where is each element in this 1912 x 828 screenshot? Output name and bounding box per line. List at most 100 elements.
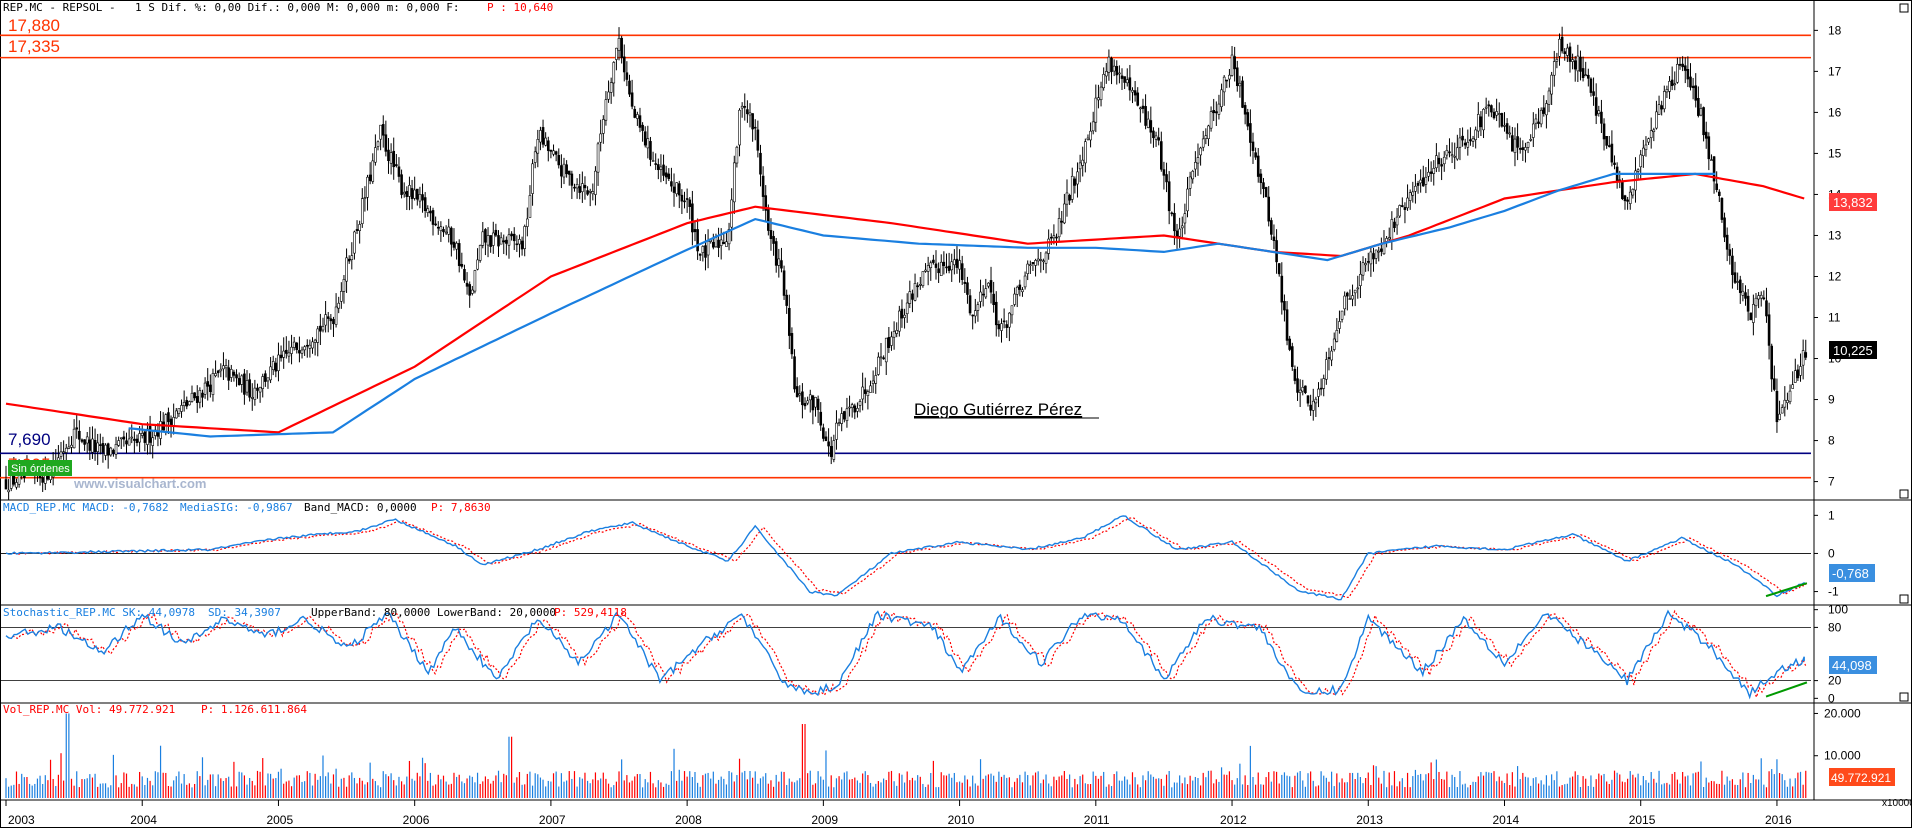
candle-body [1589,78,1593,93]
candle-body [932,259,935,263]
candle-body [1005,324,1009,328]
candle-body [1424,176,1428,185]
candle-body [460,263,464,267]
candle-body [1773,378,1776,390]
candle-body [1754,297,1758,307]
candle-body [1563,51,1567,54]
candle-body [950,261,954,271]
candle-body [641,124,644,131]
candle-body [539,130,542,143]
candle-body [463,269,466,281]
candle-body [612,62,616,84]
candle-body [185,400,189,407]
candle-body [1097,97,1100,101]
candle-body [1238,82,1242,87]
candle-body [1566,47,1569,56]
candle-body [1330,350,1333,361]
candle-body [879,356,883,359]
candle-body [360,198,364,224]
candle-body [457,243,461,266]
stoch-title-b: SD: 34,3907 [208,606,281,619]
candle-body [99,444,102,446]
candle-body [1463,142,1467,146]
candle-body [1503,125,1506,127]
candle-body [607,91,610,100]
candle-body [248,379,251,398]
vol-tag: 49.772.921 [1831,771,1891,785]
macd-tag-bg [1829,564,1875,582]
candle-body [976,304,980,311]
candle-body [790,333,794,355]
candle-body [649,141,652,160]
candle-body [848,406,851,409]
candle-body [439,226,443,231]
panel-close-icon [1899,3,1909,13]
candle-body [1662,91,1666,110]
watermark: www.visualchart.com [73,476,206,491]
candle-body [1552,61,1556,76]
stoch-tag-bg [1829,656,1877,674]
candle-body [900,308,904,319]
candle-body [1280,275,1284,303]
candle-body [1718,191,1721,196]
candle-body [497,235,500,247]
candle-body [334,306,338,325]
candle-body [1254,152,1257,158]
candle-body [698,253,702,256]
candle-body [1749,312,1753,321]
candle-body [130,436,134,439]
candle-body [1262,182,1265,189]
candle-body [7,489,10,493]
candle-body [680,194,684,202]
level-label-17335: 17,335 [8,37,60,56]
stoch-y-axis: 100 80 20 0 [1814,603,1848,705]
candle-body [898,310,901,332]
candle-body [609,82,613,93]
candle-body [1793,370,1797,383]
candle-body [788,307,791,336]
candle-body [1070,175,1074,200]
candle-body [604,99,608,121]
candle-body [1435,155,1438,169]
candle-body [798,393,802,396]
candle-body [182,402,186,406]
candle-body [911,293,914,300]
candle-body [1581,68,1585,78]
candle-body [657,164,660,171]
candle-body [1188,176,1192,189]
candle-body [1039,259,1043,261]
candle-body [1084,141,1087,164]
candle-body [188,401,191,406]
candle-body [1021,289,1024,293]
candle-body [806,400,809,404]
stoch-y-tick-label: 80 [1828,620,1842,634]
candle-body [337,302,341,309]
candle-body [1063,203,1066,224]
candle-body [321,326,325,331]
candle-body [1346,292,1349,297]
candle-body [1458,137,1462,148]
stoch-title-c: UpperBand: 80,0000 LowerBand: 20,0000 [311,606,556,619]
candle-body [921,271,925,287]
candle-body [526,218,529,227]
candle-body [588,190,592,193]
candle-body [1120,75,1124,79]
macd-y-axis: 1 0 -1 [1814,508,1839,599]
candle-body [531,163,534,194]
candle-body [1529,139,1532,141]
candle-body [1267,196,1271,222]
candle-body [274,362,278,372]
candle-body [772,236,775,244]
candle-body [835,422,838,440]
candle-body [981,293,985,296]
candle-body [1775,390,1779,423]
candle-body [1270,220,1273,235]
candle-body [1146,118,1150,128]
candle-body [1118,72,1121,75]
y-tick-label: 15 [1828,146,1842,160]
candle-body [882,357,885,360]
candle-body [413,189,416,199]
candle-body [353,231,356,254]
candle-body [311,341,314,349]
candle-body [643,131,647,146]
